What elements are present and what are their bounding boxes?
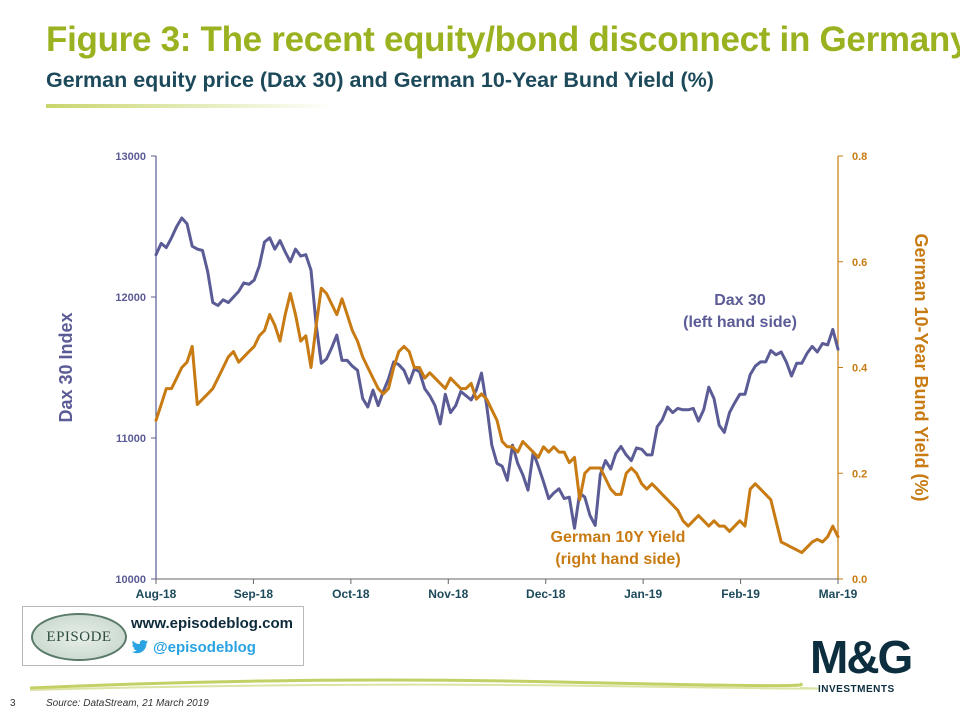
- x-tick-label: Nov-18: [428, 587, 468, 601]
- dax-series-line: [154, 216, 840, 530]
- mg-investments-sub: INVESTMENTS: [818, 684, 895, 695]
- mg-investments-logo: M&G: [810, 631, 913, 683]
- yield-series-line: [154, 286, 840, 555]
- right-tick-label: 0.6: [852, 257, 867, 269]
- x-tick-label: Feb-19: [721, 587, 760, 601]
- episode-logo: EPISODE: [31, 613, 127, 661]
- x-tick-label: Dec-18: [526, 587, 566, 601]
- title-underline: [46, 104, 336, 108]
- left-tick-label: 11000: [116, 433, 146, 445]
- episode-blog-box: EPISODE www.episodeblog.com @episodeblog: [22, 606, 304, 666]
- x-tick-label: Aug-18: [136, 587, 177, 601]
- chart-lines: [154, 216, 840, 555]
- page-subtitle: German equity price (Dax 30) and German …: [46, 68, 714, 92]
- page-number: 3: [10, 698, 16, 709]
- x-tick-label: Mar-19: [819, 587, 858, 601]
- left-tick-label: 12000: [115, 292, 146, 304]
- twitter-handle[interactable]: @episodeblog: [153, 639, 256, 656]
- right-tick-label: 0.2: [852, 468, 867, 480]
- twitter-row[interactable]: @episodeblog: [131, 639, 256, 656]
- x-tick-label: Sep-18: [234, 587, 274, 601]
- left-axis-title: Dax 30 Index: [56, 312, 76, 422]
- page-title: Figure 3: The recent equity/bond disconn…: [46, 20, 960, 59]
- right-axis-title: German 10-Year Bund Yield (%): [911, 233, 931, 501]
- left-tick-label: 13000: [115, 151, 146, 163]
- chart-axes: 10000 11000 12000 13000 0.0 0.2 0.4 0.6 0.8 Aug-1…: [115, 151, 868, 601]
- right-tick-label: 0.0: [852, 574, 867, 586]
- chart-labels: Dax 30 Index German 10-Year Bund Yield (%…: [56, 233, 931, 568]
- yield-annotation-line2: (right hand side): [555, 551, 680, 568]
- left-tick-label: 10000: [115, 574, 146, 586]
- right-tick-label: 0.8: [852, 151, 867, 163]
- source-note: Source: DataStream, 21 March 2019: [46, 698, 209, 709]
- dax-annotation-line1: Dax 30: [714, 292, 766, 309]
- x-tick-label: Oct-18: [332, 587, 370, 601]
- dax-annotation-line2: (left hand side): [683, 314, 797, 331]
- x-tick-label: Jan-19: [624, 587, 662, 601]
- right-tick-label: 0.4: [852, 363, 868, 375]
- twitter-icon: [131, 640, 149, 654]
- yield-annotation-line1: German 10Y Yield: [551, 529, 686, 546]
- website-link[interactable]: www.episodeblog.com: [131, 615, 293, 632]
